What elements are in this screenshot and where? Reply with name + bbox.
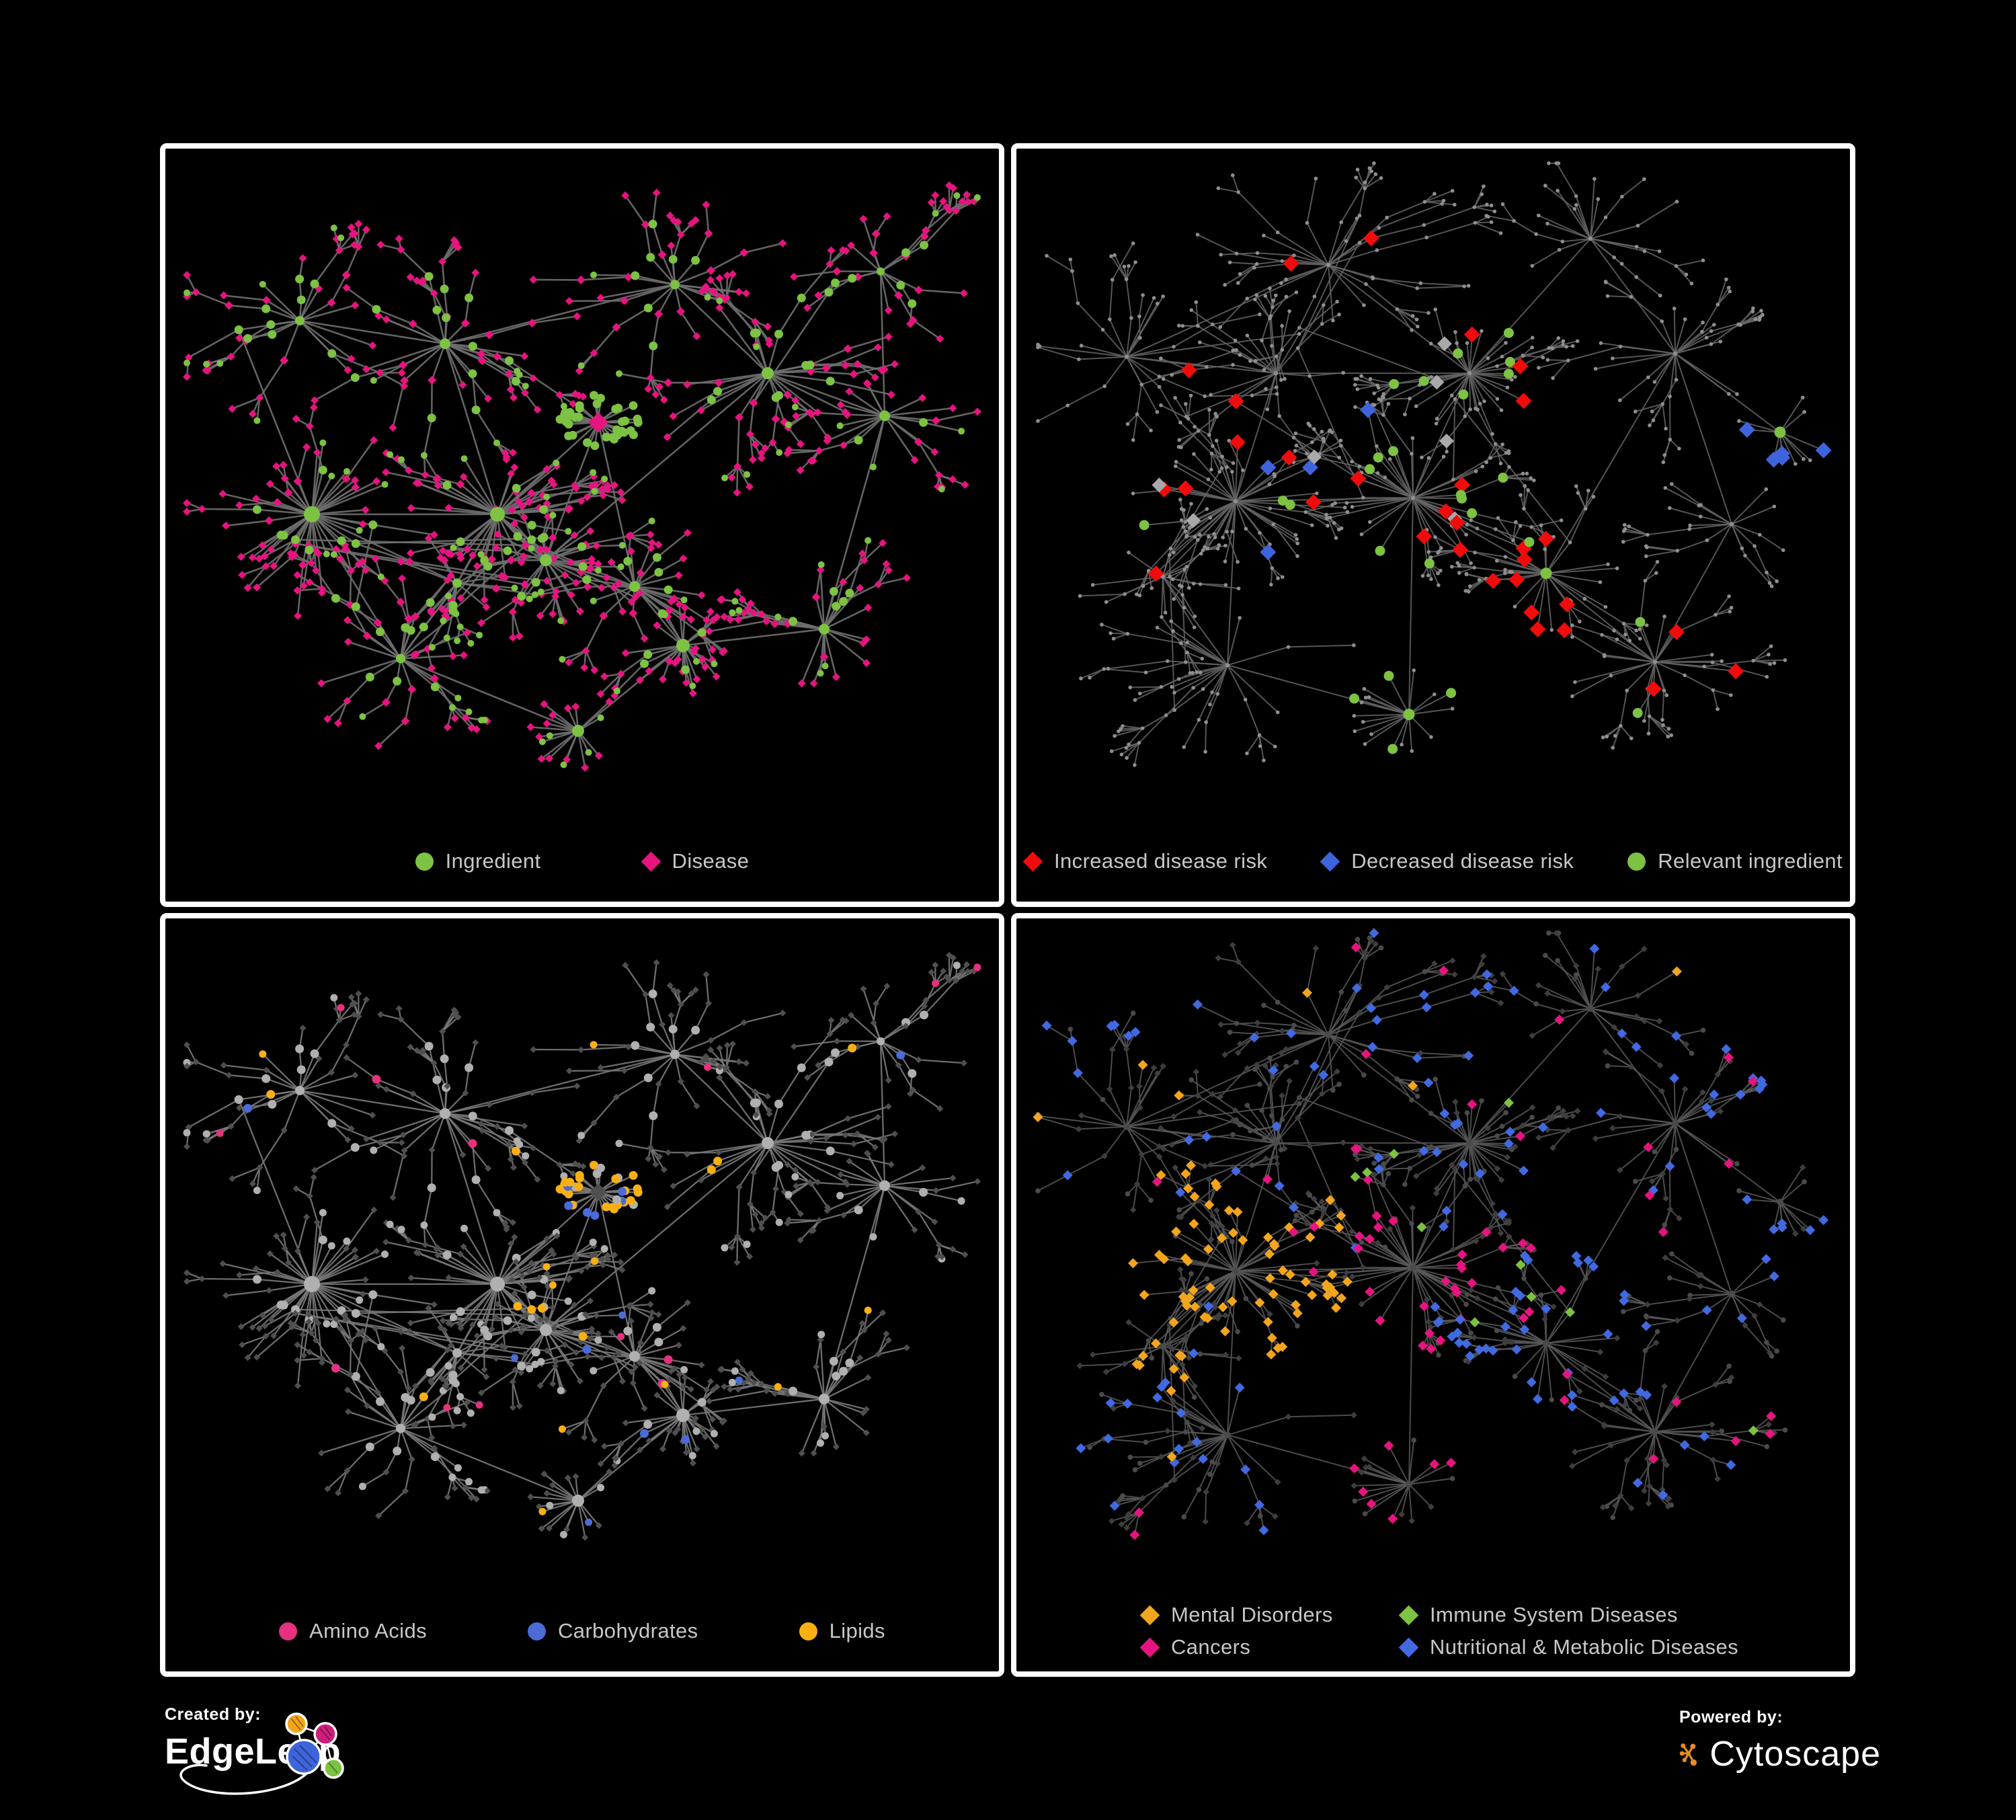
legend-label: Ingredient (445, 849, 541, 873)
powered-by-block: Powered by: Cytoscape (1679, 1708, 1881, 1788)
immune-diseases-swatch-icon (1398, 1605, 1419, 1625)
legend-item: Carbohydrates (528, 1619, 698, 1643)
network-graph-disease-categories (1033, 928, 1829, 1540)
panel-ingredient-disease: Ingredient Disease (160, 143, 1004, 907)
network-graph-disease-risk (1036, 161, 1832, 767)
cytoscape-wordmark: Cytoscape (1709, 1735, 1881, 1774)
legend-label: Carbohydrates (558, 1619, 698, 1643)
legend-item: Amino Acids (279, 1619, 427, 1643)
legend-label: Mental Disorders (1171, 1603, 1333, 1626)
edgeleap-wordmark: EdgeLeap (165, 1731, 341, 1772)
lipids-swatch-icon (799, 1622, 817, 1640)
legend-label: Nutritional & Metabolic Diseases (1430, 1635, 1739, 1659)
panel-disease-risk: Increased disease risk Decreased disease… (1011, 143, 1855, 907)
legend-item: Mental Disorders (1139, 1603, 1400, 1627)
powered-by-label: Powered by: (1679, 1708, 1783, 1727)
panel-disease-categories: Mental Disorders Immune System Diseases … (1011, 913, 1855, 1677)
legend-label: Cancers (1171, 1635, 1251, 1659)
legend-label: Immune System Diseases (1430, 1603, 1678, 1626)
network-graph-ingredient-classes (183, 951, 981, 1541)
legend-item: Lipids (799, 1619, 885, 1643)
legend-label: Decreased disease risk (1351, 849, 1574, 873)
legend-label: Amino Acids (309, 1619, 428, 1643)
carbohydrates-swatch-icon (528, 1622, 547, 1640)
legend-item: Decreased disease risk (1320, 849, 1574, 873)
network-graph-ingredient-disease (183, 181, 981, 772)
legend-item: Increased disease risk (1022, 849, 1268, 873)
legend-ingredient-classes: Amino Acids Carbohydrates Lipids (165, 1591, 999, 1671)
amino-acids-swatch-icon (279, 1622, 298, 1640)
nutritional-diseases-swatch-icon (1398, 1637, 1419, 1657)
mental-disorders-swatch-icon (1139, 1605, 1160, 1625)
legend-ingredient-disease: Ingredient Disease (165, 821, 999, 902)
legend-label: Increased disease risk (1054, 849, 1268, 873)
legend-label: Relevant ingredient (1658, 849, 1843, 873)
legend-label: Disease (672, 849, 750, 873)
relevant-ingredient-swatch-icon (1627, 852, 1646, 871)
legend-disease-categories: Mental Disorders Immune System Diseases … (1016, 1591, 1850, 1671)
decreased-risk-swatch-icon (1320, 851, 1340, 871)
ingredient-swatch-icon (415, 852, 434, 871)
legend-item: Immune System Diseases (1398, 1603, 1738, 1627)
increased-risk-swatch-icon (1022, 851, 1043, 871)
legend-item: Ingredient (415, 849, 541, 873)
legend-item: Nutritional & Metabolic Diseases (1398, 1635, 1739, 1659)
cytoscape-logo-icon (1679, 1743, 1697, 1766)
panel-ingredient-classes: Amino Acids Carbohydrates Lipids (160, 913, 1004, 1677)
disease-swatch-icon (641, 851, 661, 871)
legend-item: Cancers (1139, 1635, 1400, 1659)
legend-label: Lipids (829, 1619, 885, 1643)
created-by-block: Created by: EdgeLeap (165, 1705, 366, 1806)
legend-item: Relevant ingredient (1627, 849, 1843, 873)
cancers-swatch-icon (1139, 1637, 1160, 1657)
legend-disease-risk: Increased disease risk Decreased disease… (1016, 821, 1850, 902)
legend-item: Disease (641, 849, 750, 873)
created-by-label: Created by: (165, 1705, 261, 1724)
